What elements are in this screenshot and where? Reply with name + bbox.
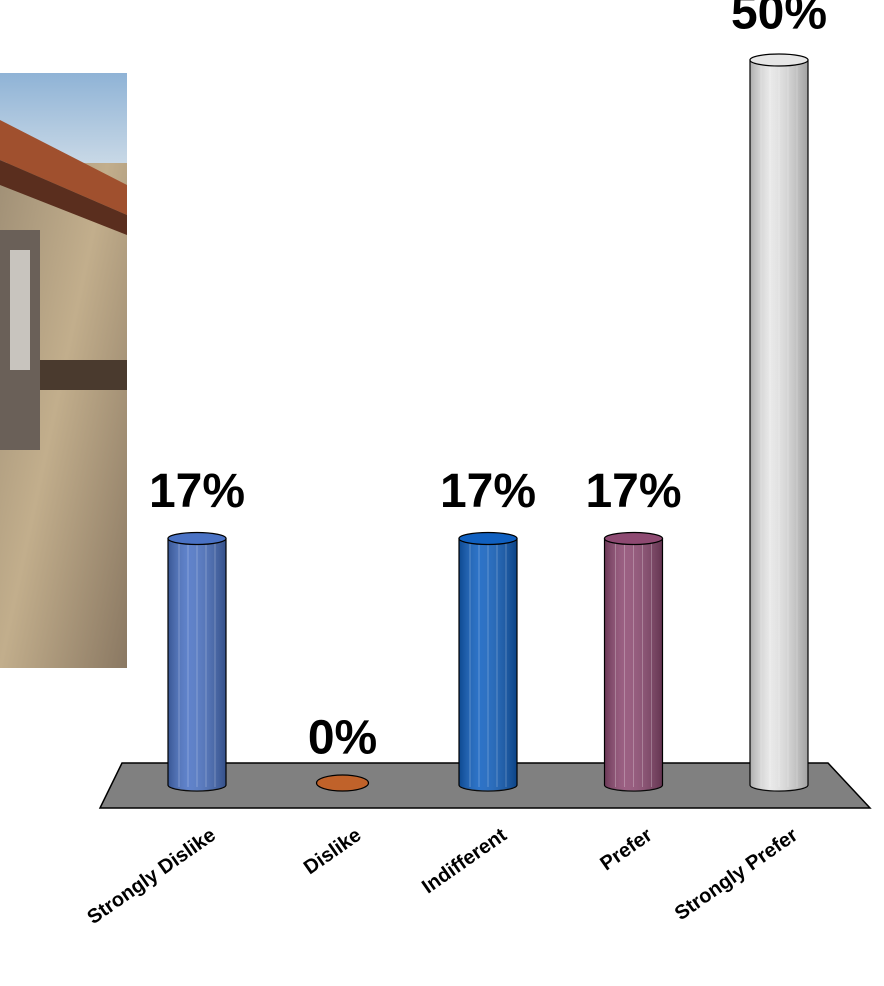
x-tick-label: Prefer: [596, 824, 656, 875]
x-tick-label: Strongly Dislike: [83, 824, 219, 929]
photo: [0, 73, 127, 668]
value-label: 50%: [731, 0, 827, 40]
value-label: 17%: [440, 465, 536, 518]
bar-shade: [750, 60, 808, 791]
x-tick-label: Strongly Prefer: [671, 824, 802, 925]
x-tick-label: Dislike: [300, 824, 365, 879]
bar-shade: [168, 538, 226, 791]
x-tick-label: Indifferent: [418, 824, 511, 898]
bar-cap: [603, 531, 664, 546]
value-label: 17%: [149, 465, 245, 518]
bar-cap: [167, 531, 227, 546]
bar-shade: [604, 538, 663, 792]
bar-shade: [459, 538, 517, 791]
bar-cap: [749, 53, 809, 67]
value-label: 17%: [585, 465, 681, 518]
value-label: 0%: [308, 712, 377, 765]
bar: [315, 774, 370, 792]
bar-cap: [458, 531, 518, 546]
